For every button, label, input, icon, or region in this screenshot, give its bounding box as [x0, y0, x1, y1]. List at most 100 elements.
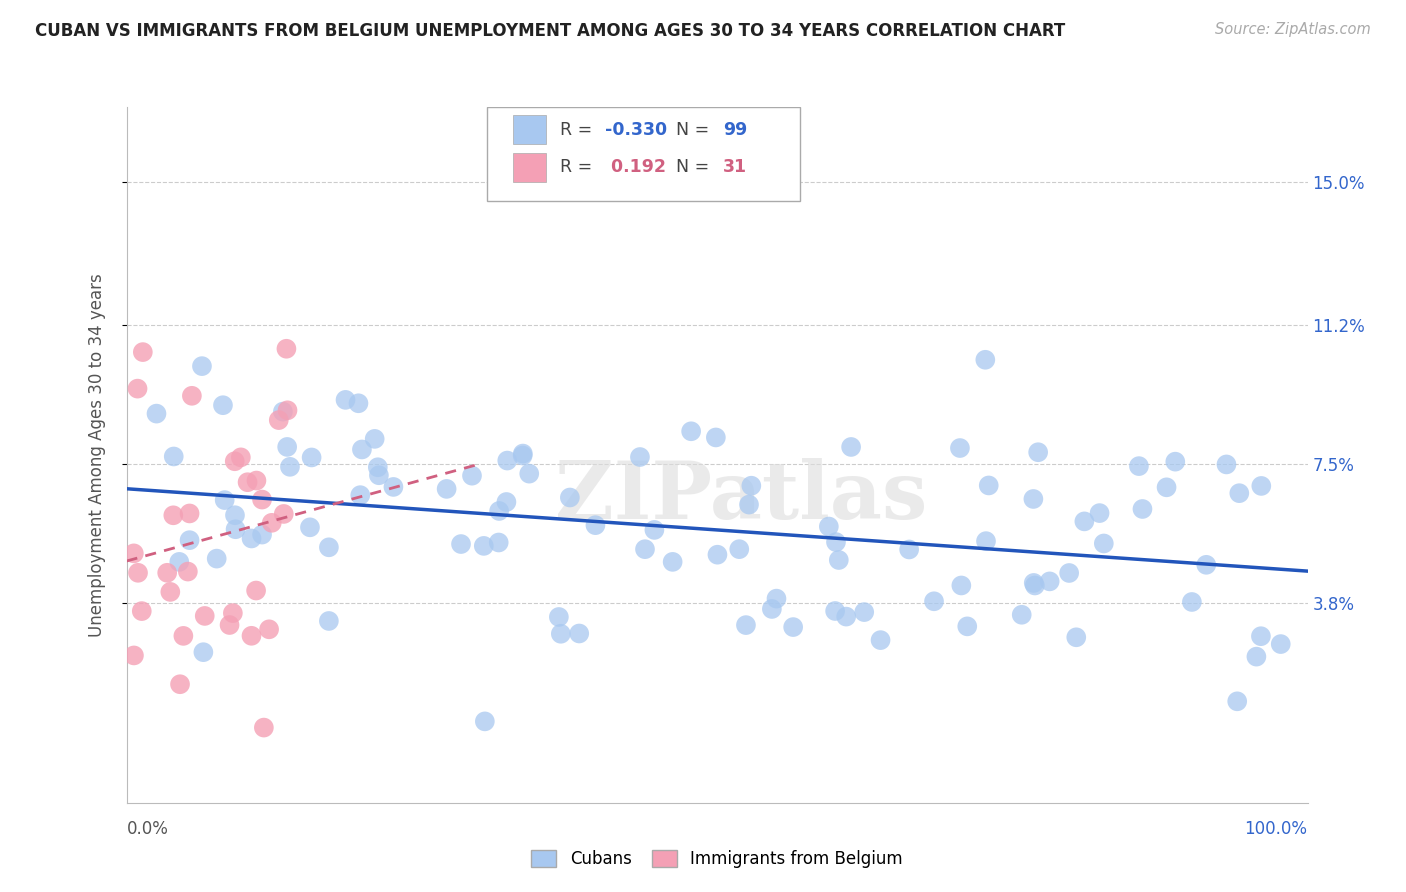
Point	[740, 479, 762, 493]
Point	[214, 493, 236, 508]
Point	[450, 537, 472, 551]
Point	[1156, 480, 1178, 494]
Point	[191, 359, 214, 373]
Point	[1011, 607, 1033, 622]
Point	[132, 345, 155, 359]
Point	[260, 516, 283, 530]
Point	[1022, 491, 1045, 506]
Point	[1181, 595, 1204, 609]
Point	[839, 440, 862, 454]
Point	[156, 566, 179, 580]
Point	[853, 605, 876, 619]
Point	[869, 633, 891, 648]
Point	[1073, 515, 1095, 529]
Point	[318, 614, 340, 628]
Point	[205, 551, 228, 566]
Point	[127, 566, 149, 580]
Point	[224, 454, 246, 468]
Point	[172, 629, 194, 643]
Point	[1064, 630, 1087, 644]
Point	[704, 430, 727, 444]
Point	[974, 352, 997, 367]
Point	[225, 522, 247, 536]
Point	[122, 546, 145, 560]
Point	[162, 508, 184, 523]
Point	[127, 382, 149, 396]
Text: N =: N =	[676, 159, 714, 177]
Point	[828, 553, 851, 567]
Point	[367, 460, 389, 475]
Point	[738, 498, 761, 512]
Point	[761, 602, 783, 616]
Point	[1022, 576, 1045, 591]
Point	[250, 527, 273, 541]
Point	[1132, 502, 1154, 516]
Point	[349, 488, 371, 502]
Text: 0.192: 0.192	[605, 159, 666, 177]
Text: R =: R =	[560, 159, 598, 177]
FancyBboxPatch shape	[513, 115, 546, 145]
Point	[267, 413, 290, 427]
Point	[1250, 479, 1272, 493]
Point	[1088, 506, 1111, 520]
Text: 99: 99	[723, 120, 747, 139]
Point	[159, 585, 181, 599]
Point	[782, 620, 804, 634]
Point	[301, 450, 323, 465]
Point	[1057, 566, 1080, 580]
FancyBboxPatch shape	[513, 153, 546, 182]
Point	[550, 627, 572, 641]
Point	[735, 618, 758, 632]
Text: Source: ZipAtlas.com: Source: ZipAtlas.com	[1215, 22, 1371, 37]
Point	[179, 507, 201, 521]
Text: N =: N =	[676, 120, 714, 139]
Point	[347, 396, 370, 410]
Point	[461, 468, 484, 483]
Point	[1164, 455, 1187, 469]
Point	[643, 523, 665, 537]
Point	[661, 555, 683, 569]
Point	[517, 467, 540, 481]
Point	[922, 594, 945, 608]
Point	[250, 492, 273, 507]
Point	[977, 478, 1000, 492]
Point	[193, 645, 215, 659]
Point	[495, 495, 517, 509]
Point	[1250, 629, 1272, 643]
Point	[335, 392, 357, 407]
Point	[496, 453, 519, 467]
Point	[169, 677, 191, 691]
FancyBboxPatch shape	[486, 107, 800, 201]
Text: ZIPatlas: ZIPatlas	[554, 458, 927, 536]
Point	[898, 542, 921, 557]
Point	[765, 591, 787, 606]
Point	[706, 548, 728, 562]
Point	[488, 535, 510, 549]
Point	[236, 475, 259, 490]
Point	[367, 468, 389, 483]
Point	[1195, 558, 1218, 572]
Point	[1246, 649, 1268, 664]
Point	[1024, 578, 1046, 592]
Point	[245, 583, 267, 598]
Legend: Cubans, Immigrants from Belgium: Cubans, Immigrants from Belgium	[524, 843, 910, 874]
Point	[728, 542, 751, 557]
Point	[169, 555, 191, 569]
Point	[363, 432, 385, 446]
Point	[131, 604, 153, 618]
Text: 100.0%: 100.0%	[1244, 820, 1308, 838]
Point	[817, 519, 839, 533]
Point	[350, 442, 373, 457]
Point	[472, 539, 495, 553]
Point	[956, 619, 979, 633]
Point	[1227, 486, 1250, 500]
Text: CUBAN VS IMMIGRANTS FROM BELGIUM UNEMPLOYMENT AMONG AGES 30 TO 34 YEARS CORRELAT: CUBAN VS IMMIGRANTS FROM BELGIUM UNEMPLO…	[35, 22, 1066, 40]
Point	[628, 450, 651, 464]
Point	[276, 342, 298, 356]
Point	[634, 542, 657, 557]
Text: -0.330: -0.330	[605, 120, 666, 139]
Point	[194, 609, 217, 624]
Y-axis label: Unemployment Among Ages 30 to 34 years: Unemployment Among Ages 30 to 34 years	[87, 273, 105, 637]
Point	[318, 541, 340, 555]
Point	[488, 504, 510, 518]
